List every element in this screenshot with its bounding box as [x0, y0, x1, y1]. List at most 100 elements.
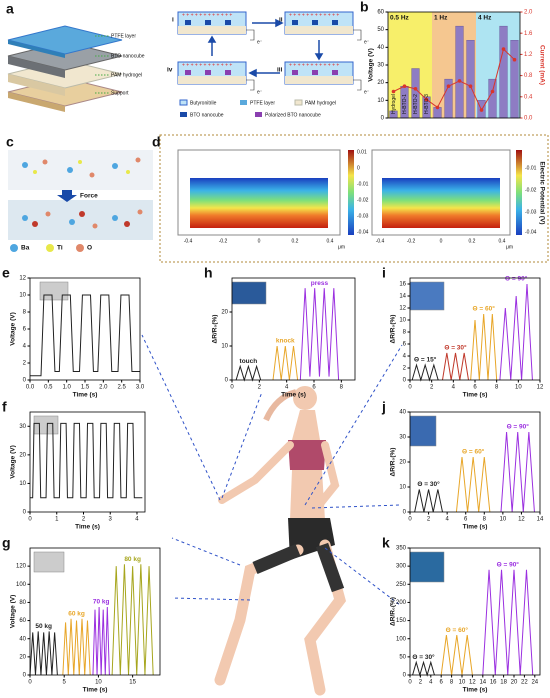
y-tick-label: 0: [403, 378, 407, 384]
series-label: Θ = 60°: [473, 305, 496, 313]
x-tick-label: -0.4: [184, 238, 193, 244]
y-tick-label: 10: [399, 485, 406, 491]
region-label: 1 Hz: [434, 15, 448, 22]
current-marker: [402, 84, 407, 88]
legend-swatch: [255, 112, 262, 117]
panel-label: e: [2, 265, 10, 281]
potential-map: [382, 178, 500, 228]
bar: [488, 78, 497, 119]
current-line: [393, 48, 515, 112]
line-series: [299, 288, 340, 381]
x-tick-label: 10: [95, 680, 102, 686]
line-series: [500, 431, 535, 513]
y-tick-label: 250: [396, 582, 407, 588]
series-label: Θ = 90°: [505, 275, 528, 283]
legend-label: BTO nanocube: [190, 112, 224, 118]
panel-frame: [159, 134, 549, 263]
bto-side: [8, 56, 65, 78]
x-tick-label: 0.5: [44, 385, 53, 391]
x-tick-label: 3.0: [136, 385, 145, 391]
y-tick-label: 20: [19, 452, 26, 458]
x-tick-label: 1.0: [62, 385, 71, 391]
x-tick-label: 0: [28, 680, 32, 686]
x-tick-label: 6: [473, 385, 477, 391]
x-tick-label: 10: [500, 517, 507, 523]
legend-swatch: [76, 244, 84, 252]
panel-label: k: [382, 535, 390, 551]
unit-label: μm: [506, 244, 513, 250]
legend-label: Ba: [21, 245, 30, 252]
current-marker: [424, 97, 429, 102]
legend-swatch: [10, 244, 18, 252]
bar: [466, 40, 475, 119]
x-tick-label: 24: [531, 680, 538, 686]
x-tick-label: 10: [515, 385, 522, 391]
colorbar-tick: 0.01: [357, 149, 367, 155]
atoms: [22, 157, 143, 229]
legend-swatch: [240, 100, 247, 105]
y-tick-label: 10: [19, 293, 26, 299]
x-tick-label: 6: [312, 385, 316, 391]
series-label: press: [311, 280, 329, 287]
y-tick-label: 6: [23, 327, 27, 333]
region-label: 4 Hz: [478, 15, 492, 22]
legend-swatch: [294, 99, 303, 106]
electron-label: e⁻: [364, 89, 370, 95]
y-tick-label: 0: [381, 116, 385, 122]
x-tick-label: 3: [109, 517, 113, 523]
potential-map: [190, 178, 328, 228]
panel-c: c Force Ba Ti O: [6, 134, 153, 252]
series-label: Θ = 30°: [412, 653, 435, 661]
colorbar-tick: -0.04: [357, 229, 369, 235]
svg-text:+ + + + + + + + + + + +: + + + + + + + + + + + +: [289, 12, 339, 18]
legend-label: Butyronitrile: [190, 100, 217, 106]
x-tick-label: -0.4: [376, 238, 385, 244]
bar: [510, 40, 519, 119]
current-marker: [468, 84, 473, 88]
current-marker: [413, 87, 418, 91]
y-tick-label: 20: [377, 80, 384, 86]
head: [293, 386, 317, 410]
legend-label: Polarized BTO nanocube: [265, 112, 321, 118]
series-label: touch: [240, 358, 258, 365]
plot-frame: [409, 547, 541, 676]
plot-frame: [29, 277, 141, 381]
ptfe-side: [8, 40, 65, 58]
line-series: [411, 363, 439, 382]
panel-label: h: [204, 265, 213, 281]
y-tick-label: 40: [399, 410, 406, 416]
hair: [263, 389, 297, 422]
legend-label: PAM hydrogel: [305, 100, 336, 106]
line-series: [235, 364, 262, 382]
y-tick-label: 300: [396, 564, 407, 570]
x-tick-label: -0.2: [219, 238, 228, 244]
line-series: [455, 456, 491, 513]
x-tick-label: 0: [408, 517, 412, 523]
x-tick-label: 2: [427, 517, 431, 523]
x-tick-label: 2: [82, 517, 86, 523]
y-tick-label: 200: [396, 600, 407, 606]
colorbar-tick: -0.02: [357, 197, 369, 203]
svg-text:+ + + + + + + + + + + +: + + + + + + + + + + + +: [182, 12, 232, 18]
x-tick-label: 4: [135, 517, 139, 523]
y-tick-label: 60: [377, 10, 384, 16]
bar: [455, 25, 464, 119]
y-tick-label: 16: [399, 282, 406, 288]
y2-axis-label: Current (mA): [538, 45, 545, 85]
category-label: H-BTO-2: [413, 94, 419, 114]
current-marker: [479, 108, 484, 112]
line-series: [414, 489, 443, 513]
panel-label: c: [6, 134, 14, 150]
neck: [292, 410, 320, 440]
x-tick-label: 5: [63, 680, 67, 686]
y-tick-label: 30: [399, 435, 406, 441]
panel-a: a PTFE layer BTO nanocube PAM hydrogel S…: [6, 1, 370, 119]
x-tick-label: 8: [340, 385, 344, 391]
y-tick-label: 10: [399, 318, 406, 324]
category-label: Hydrogel: [391, 94, 397, 114]
panel-label: b: [360, 0, 369, 15]
x-tick-label: 15: [129, 680, 136, 686]
x-axis-label: Time (s): [73, 392, 98, 399]
y-tick-label: 12: [399, 306, 406, 312]
